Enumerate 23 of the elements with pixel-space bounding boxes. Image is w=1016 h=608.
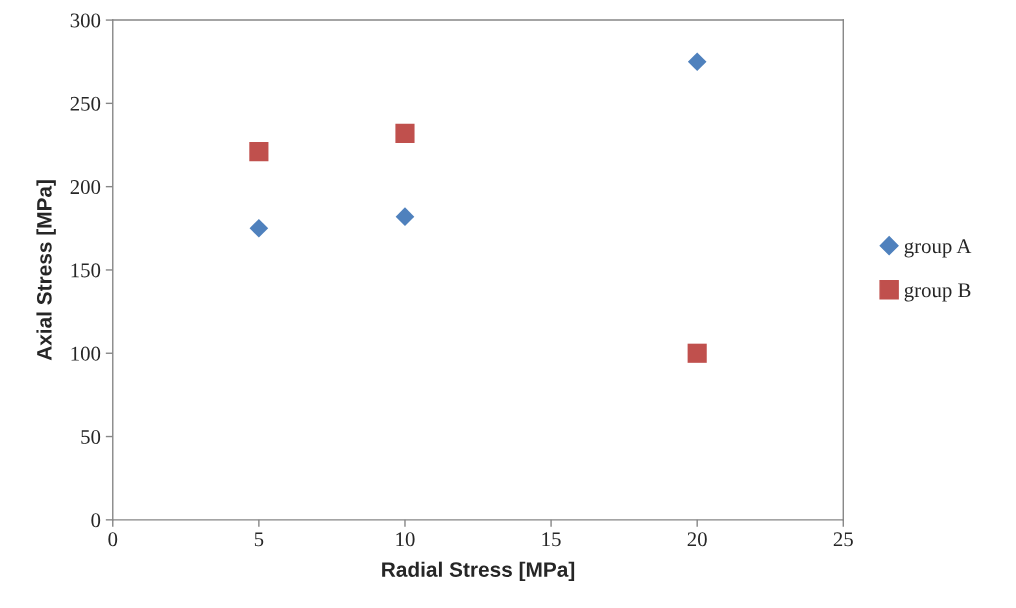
y-tick-label: 100: [71, 346, 101, 361]
x-tick-label: 10: [396, 532, 415, 547]
legend-label: group A: [904, 239, 972, 258]
y-axis-title: Axial Stress [MPa]: [36, 180, 56, 361]
y-tick-label: 300: [70, 13, 101, 28]
x-tick-label: 5: [254, 532, 264, 547]
point: [249, 142, 269, 162]
x-tick-label: 25: [833, 532, 853, 547]
point: [687, 343, 707, 363]
y-tick-label: 0: [91, 513, 101, 528]
point: [249, 218, 269, 238]
point: [395, 123, 415, 143]
legend-label: group B: [904, 283, 971, 302]
x-axis-title: Radial Stress [MPa]: [382, 561, 575, 582]
y-tick-label: 250: [70, 96, 101, 111]
y-tick-label: 200: [70, 180, 101, 195]
point: [395, 207, 415, 226]
y-tick-label: 50: [81, 429, 101, 444]
x-tick-label: 20: [687, 532, 707, 547]
y-tick-label: 150: [71, 263, 101, 278]
x-tick-label: 15: [542, 532, 561, 547]
point: [687, 52, 707, 72]
x-tick-label: 0: [108, 532, 118, 547]
